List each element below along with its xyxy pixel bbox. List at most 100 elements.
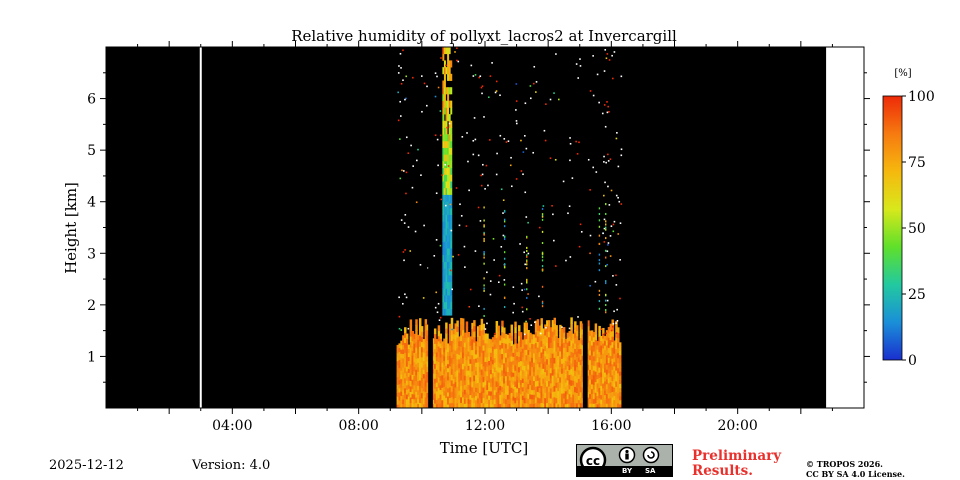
- boundary-layer-cell: [598, 356, 601, 363]
- boundary-layer-cell: [532, 389, 536, 395]
- boundary-layer-cell: [568, 335, 571, 342]
- preliminary-results-note: Preliminary Results.: [692, 449, 781, 479]
- boundary-layer-cell: [566, 384, 570, 390]
- boundary-layer-cell: [420, 336, 424, 343]
- boundary-layer-cell: [532, 403, 536, 408]
- boundary-layer-cell: [555, 356, 558, 362]
- boundary-layer-cell: [473, 320, 476, 327]
- boundary-layer-cell: [527, 334, 530, 341]
- moist-column-cell: [450, 120, 453, 128]
- boundary-layer-cell: [559, 382, 562, 388]
- noise-pixel: [437, 86, 440, 89]
- boundary-layer-cell: [531, 338, 534, 345]
- boundary-layer-cell: [546, 347, 549, 354]
- boundary-layer-cell: [443, 399, 446, 405]
- streak-pixel: [541, 302, 544, 305]
- boundary-layer-cell: [432, 351, 435, 357]
- boundary-layer-cell: [618, 358, 622, 364]
- moist-column-cell: [443, 147, 446, 155]
- moist-column-cell: [443, 181, 446, 189]
- noise-pixel: [493, 259, 495, 261]
- y-axis-label: Height [km]: [62, 182, 80, 274]
- boundary-layer-cell: [433, 348, 437, 354]
- boundary-layer-cell: [557, 351, 560, 357]
- boundary-layer-cell: [544, 334, 547, 341]
- boundary-layer-cell: [432, 360, 435, 366]
- streak-pixel: [605, 311, 607, 314]
- boundary-layer-cell: [405, 398, 409, 404]
- boundary-layer-cell: [504, 384, 508, 391]
- boundary-layer-cell: [559, 387, 562, 394]
- boundary-layer-cell: [501, 380, 504, 387]
- boundary-layer-cell: [443, 338, 446, 344]
- boundary-layer-cell: [475, 374, 478, 380]
- boundary-layer-cell: [435, 351, 439, 357]
- boundary-layer-cell: [589, 340, 592, 346]
- boundary-layer-cell: [476, 341, 480, 348]
- boundary-layer-cell: [475, 391, 478, 397]
- boundary-layer-cell: [603, 363, 607, 369]
- noise-pixel: [426, 85, 428, 88]
- boundary-layer-cell: [551, 386, 555, 393]
- boundary-layer-cell: [501, 331, 504, 338]
- boundary-layer-cell: [506, 394, 510, 400]
- boundary-layer-cell: [432, 364, 435, 370]
- boundary-layer-cell: [555, 382, 558, 388]
- boundary-layer-cell: [418, 329, 422, 336]
- noise-pixel: [481, 92, 483, 95]
- boundary-layer-cell: [523, 338, 527, 345]
- boundary-layer-cell: [456, 331, 459, 338]
- boundary-layer-cell: [473, 364, 476, 371]
- boundary-layer-cell: [495, 386, 499, 393]
- moist-column-cell: [448, 160, 451, 169]
- boundary-layer-cell: [503, 332, 506, 339]
- moist-column-cell: [450, 100, 453, 108]
- boundary-layer-cell: [478, 324, 482, 331]
- boundary-layer-cell: [587, 397, 590, 404]
- boundary-layer-cell: [465, 380, 469, 387]
- noise-pixel: [529, 318, 531, 320]
- noise-pixel: [545, 326, 547, 329]
- boundary-layer-cell: [577, 391, 581, 396]
- boundary-layer-cell: [555, 402, 558, 408]
- boundary-layer-cell: [424, 358, 428, 365]
- boundary-layer-cell: [490, 395, 493, 401]
- boundary-layer-cell: [613, 353, 616, 358]
- boundary-layer-cell: [491, 354, 495, 360]
- boundary-layer-cell: [555, 397, 558, 404]
- noise-pixel: [450, 229, 453, 232]
- boundary-layer-cell: [553, 323, 557, 330]
- noise-pixel: [612, 230, 615, 233]
- boundary-layer-cell: [534, 331, 538, 338]
- copyright-note: © TROPOS 2026. CC BY SA 4.0 License.: [806, 459, 905, 479]
- boundary-layer-cell: [420, 326, 424, 332]
- moist-column-cell: [447, 93, 450, 102]
- boundary-layer-cell: [574, 337, 577, 344]
- x-axis-label: Time [UTC]: [440, 439, 529, 457]
- noise-pixel: [615, 194, 618, 197]
- boundary-layer-cell: [484, 356, 487, 362]
- boundary-layer-cell: [484, 366, 487, 372]
- boundary-layer-cell: [508, 389, 512, 395]
- noise-pixel: [478, 76, 481, 79]
- moist-column-cell: [450, 254, 453, 262]
- boundary-layer-cell: [510, 376, 514, 383]
- boundary-layer-cell: [400, 344, 403, 350]
- noise-pixel: [459, 203, 461, 206]
- noise-pixel: [607, 242, 610, 244]
- boundary-layer-cell: [480, 385, 484, 392]
- boundary-layer-cell: [536, 391, 540, 398]
- boundary-layer-cell: [426, 350, 429, 357]
- noise-pixel: [437, 302, 440, 305]
- boundary-layer-cell: [475, 341, 478, 347]
- boundary-layer-cell: [463, 398, 467, 404]
- boundary-layer-cell: [407, 384, 411, 389]
- boundary-layer-cell: [525, 381, 528, 388]
- boundary-layer-cell: [495, 369, 499, 376]
- boundary-layer-cell: [471, 376, 474, 382]
- noise-pixel: [589, 189, 591, 191]
- boundary-layer-cell: [405, 352, 409, 358]
- boundary-layer-cell: [561, 388, 564, 394]
- moist-column-cell: [447, 174, 450, 182]
- noise-pixel: [553, 239, 555, 242]
